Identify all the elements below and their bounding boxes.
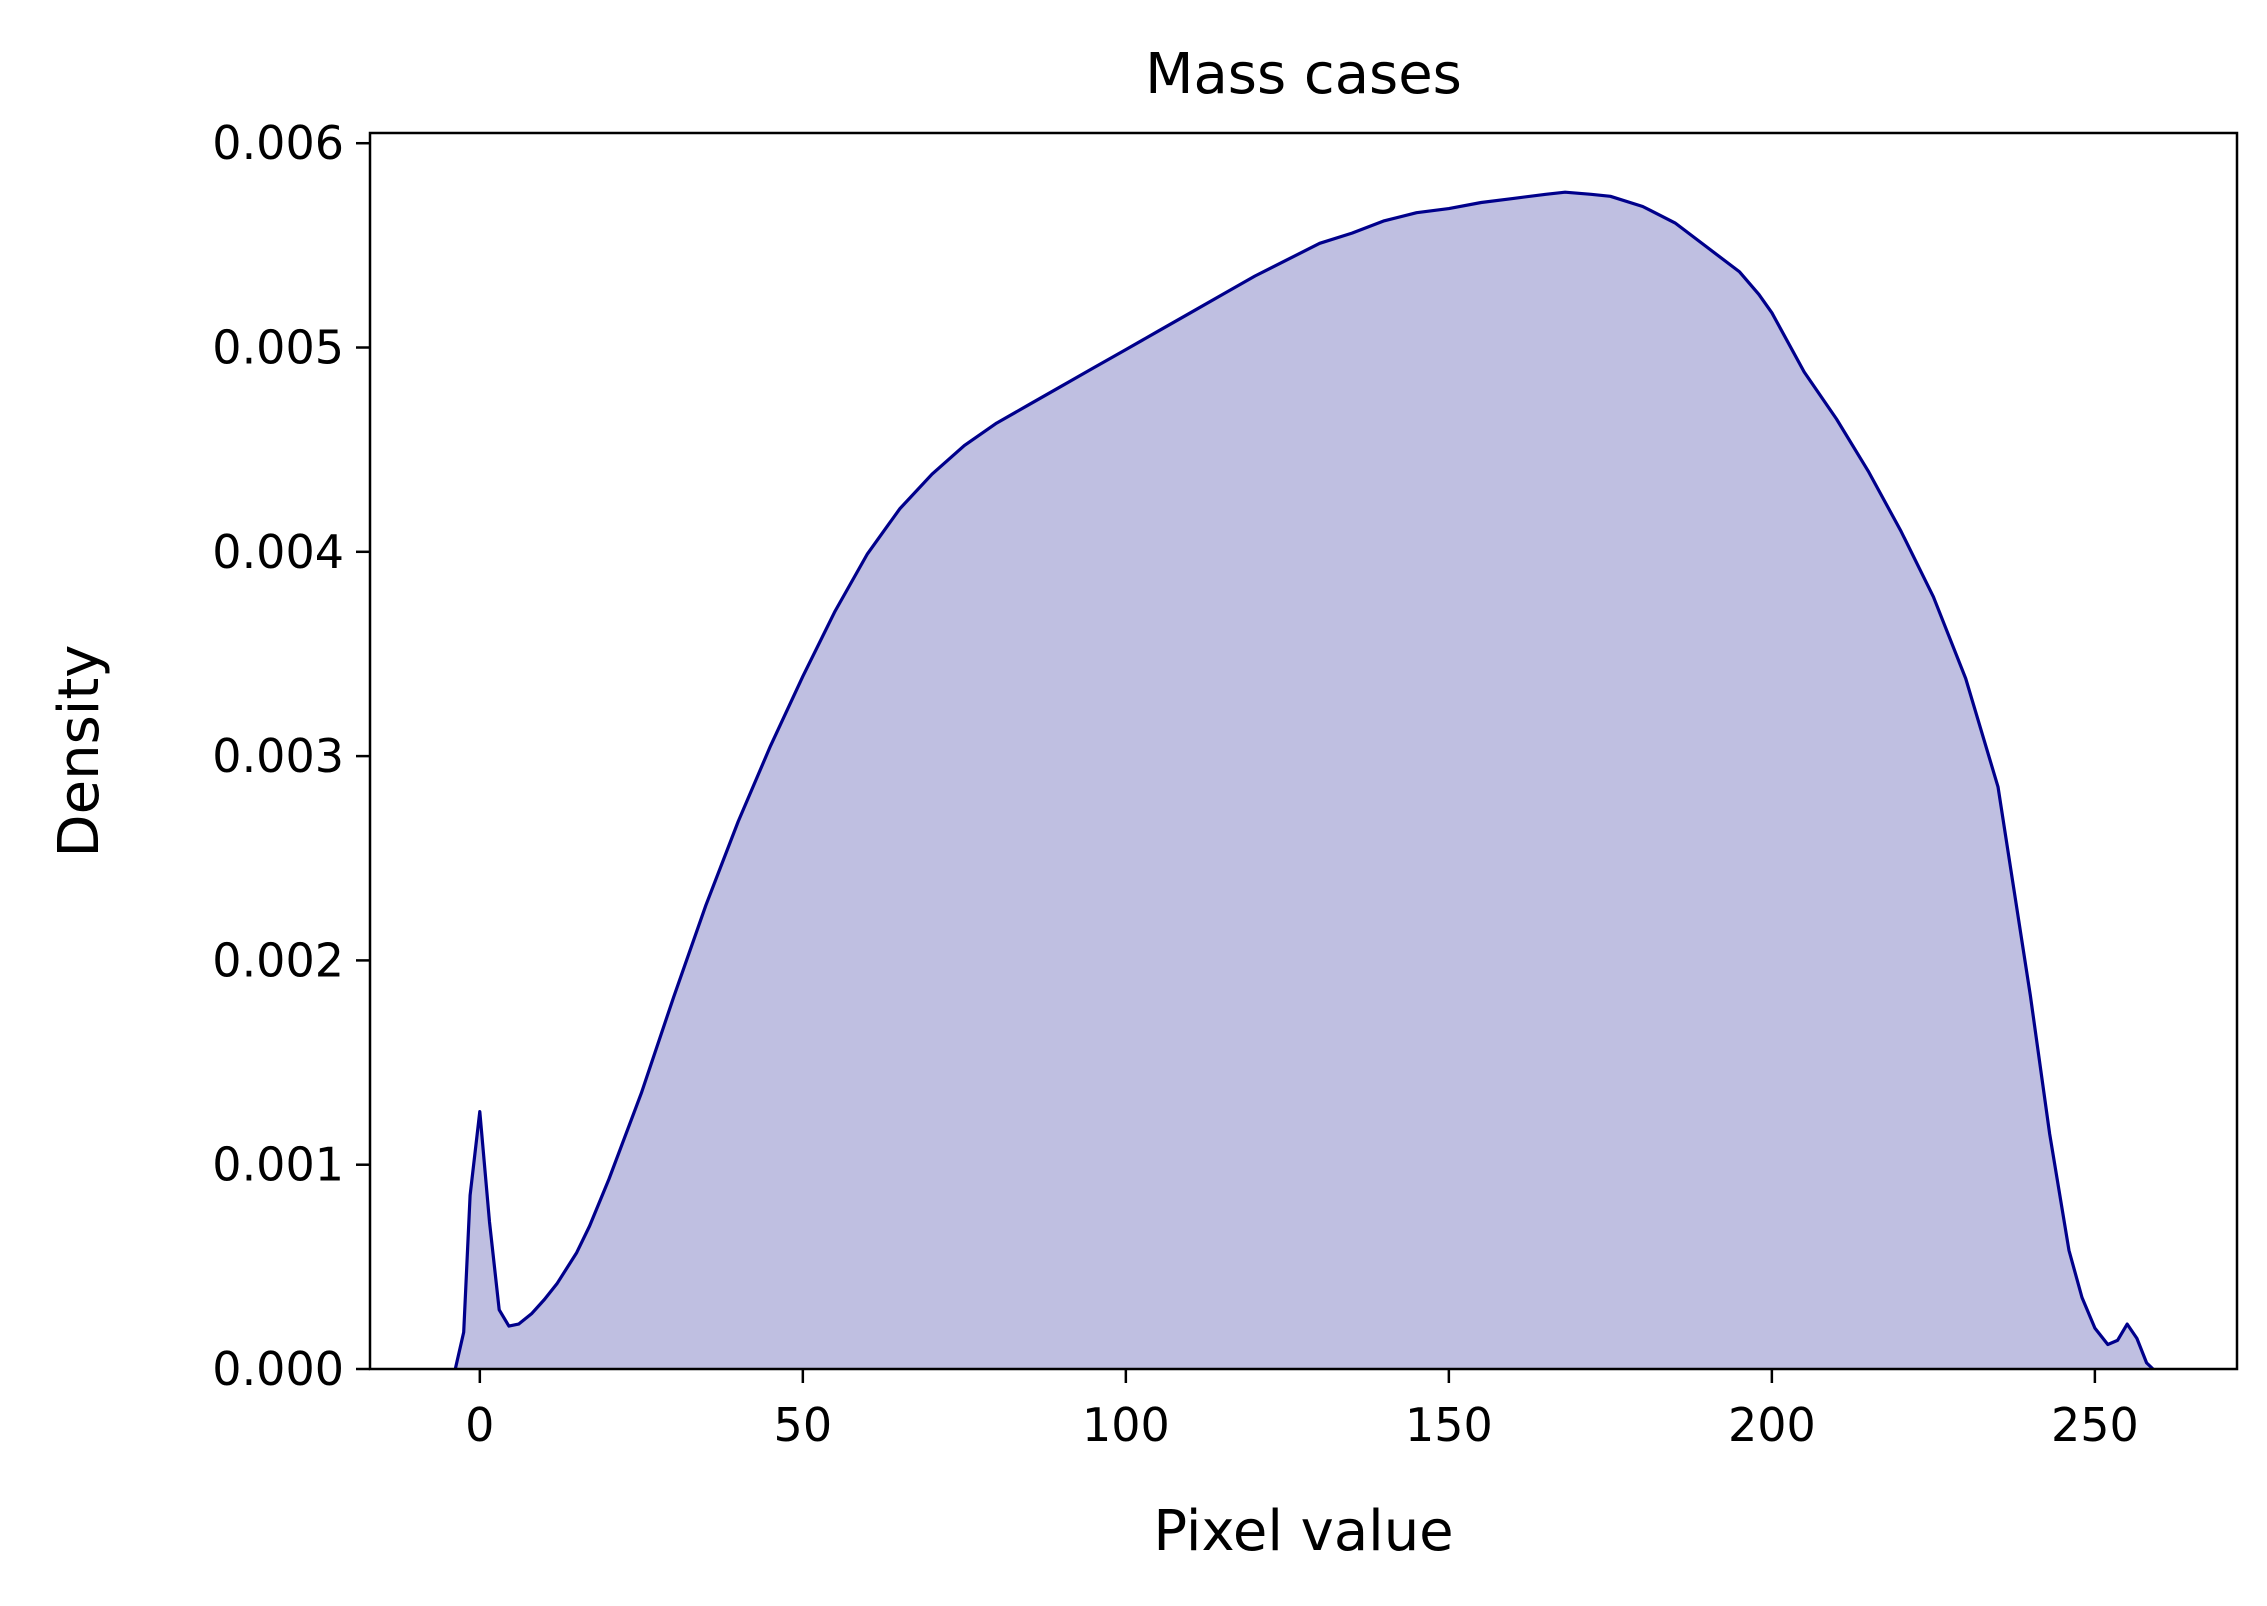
x-tick-label: 0: [465, 1398, 494, 1452]
x-tick-label: 50: [774, 1398, 833, 1452]
y-tick-label: 0.004: [212, 525, 344, 579]
x-tick-label: 250: [2051, 1398, 2139, 1452]
plot-frame: [368, 131, 2239, 1371]
y-tick-label: 0.002: [212, 933, 344, 987]
x-axis: 0 50 100 150 200 250: [465, 1369, 2139, 1452]
y-tick-label: 0.000: [212, 1342, 344, 1396]
y-axis-label: Density: [47, 645, 112, 858]
plot-area: [453, 190, 2155, 1371]
x-axis-label: Pixel value: [1153, 1499, 1453, 1564]
density-line: [453, 190, 2155, 1371]
y-tick-label: 0.005: [212, 321, 344, 375]
x-tick-label: 100: [1082, 1398, 1170, 1452]
chart-title: Mass cases: [1145, 42, 1462, 107]
x-tick-label: 150: [1405, 1398, 1493, 1452]
y-axis: 0.000 0.001 0.002 0.003 0.004 0.005 0.006: [212, 116, 370, 1396]
density-area: [455, 192, 2153, 1370]
x-tick-label: 200: [1728, 1398, 1816, 1452]
y-tick-label: 0.003: [212, 729, 344, 783]
y-tick-label: 0.001: [212, 1138, 344, 1192]
y-tick-label: 0.006: [212, 116, 344, 170]
